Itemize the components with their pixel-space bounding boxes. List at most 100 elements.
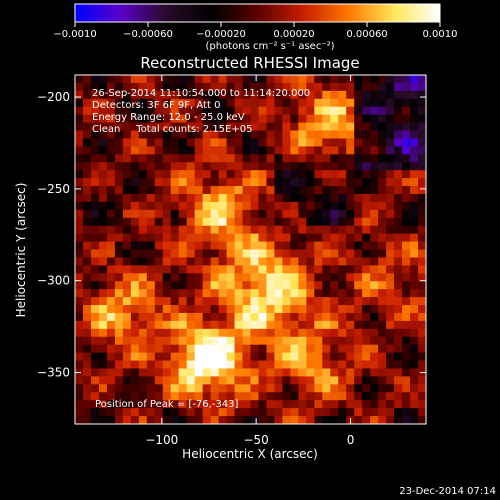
heatmap-cell (338, 257, 347, 266)
heatmap-cell (274, 281, 283, 290)
heatmap-cell (114, 201, 124, 211)
heatmap-cell (378, 75, 387, 84)
heatmap-cell (354, 265, 363, 274)
heatmap-cell (234, 368, 243, 377)
heatmap-cell (154, 328, 164, 338)
heatmap-cell (234, 98, 243, 108)
heatmap-cell (138, 265, 148, 274)
heatmap-cell (338, 138, 347, 147)
heatmap-cell (322, 193, 331, 203)
heatmap-cell (274, 400, 283, 409)
heatmap-cell (114, 265, 124, 274)
heatmap-cell (98, 408, 108, 417)
heatmap-cell (338, 312, 347, 322)
heatmap-cell (322, 384, 331, 393)
heatmap-cell (346, 162, 355, 171)
heatmap-cell (98, 368, 108, 377)
heatmap-cell (130, 257, 140, 266)
heatmap-cell (266, 178, 275, 187)
heatmap-cell (98, 154, 108, 163)
heatmap-cell (346, 233, 355, 242)
heatmap-cell (378, 90, 387, 100)
heatmap-cell (82, 400, 92, 409)
heatmap-cell (130, 106, 140, 116)
heatmap-cell (330, 122, 339, 131)
heatmap-cell (322, 98, 331, 108)
heatmap-cell (162, 98, 172, 108)
heatmap-cell (130, 178, 140, 187)
heatmap-cell (298, 360, 307, 369)
heatmap-cell (146, 82, 156, 92)
heatmap-cell (346, 154, 355, 163)
heatmap-cell (98, 289, 108, 298)
heatmap-cell (274, 138, 283, 147)
heatmap-cell (90, 154, 100, 163)
heatmap-cell (194, 400, 204, 409)
heatmap-cell (82, 360, 92, 369)
heatmap-cell (346, 217, 355, 227)
heatmap-cell (346, 336, 355, 346)
heatmap-cell (418, 106, 426, 116)
heatmap-cell (234, 312, 243, 322)
heatmap-cell (370, 170, 379, 179)
heatmap-cell (418, 297, 426, 306)
heatmap-cell (186, 138, 196, 147)
heatmap-cell (146, 170, 156, 179)
heatmap-cell (130, 138, 140, 147)
heatmap-cell (402, 328, 411, 338)
heatmap-cell (130, 90, 140, 100)
heatmap-cell (178, 273, 188, 282)
heatmap-cell (226, 138, 235, 147)
heatmap-cell (250, 162, 259, 171)
heatmap-cell (210, 154, 219, 163)
heatmap-cell (282, 138, 291, 147)
heatmap-cell (394, 178, 403, 187)
heatmap-cell (218, 130, 227, 139)
heatmap-cell (354, 273, 363, 282)
heatmap-cell (258, 146, 267, 155)
heatmap-cell (282, 130, 291, 139)
heatmap-cell (338, 352, 347, 361)
heatmap-cell (82, 384, 92, 393)
heatmap-cell (346, 257, 355, 266)
heatmap-cell (418, 328, 426, 338)
heatmap-cell (234, 352, 243, 361)
heatmap-cell (82, 217, 92, 227)
heatmap-cell (146, 201, 156, 211)
heatmap-cell (394, 130, 403, 139)
heatmap-cell (186, 170, 196, 179)
heatmap-cell (75, 154, 84, 163)
heatmap-cell (75, 90, 84, 100)
heatmap-cell (394, 241, 403, 250)
heatmap-cell (290, 90, 299, 100)
heatmap-cell (146, 328, 156, 338)
heatmap-cell (98, 265, 108, 274)
heatmap-cell (282, 408, 291, 417)
heatmap-cell (146, 305, 156, 314)
heatmap-cell (250, 344, 259, 354)
heatmap-cell (250, 368, 259, 377)
heatmap-cell (194, 360, 204, 369)
heatmap-cell (82, 305, 92, 314)
heatmap-cell (234, 186, 243, 195)
heatmap-cell (106, 376, 116, 385)
heatmap-cell (226, 170, 235, 179)
heatmap-cell (106, 217, 116, 227)
heatmap-cell (130, 376, 140, 385)
heatmap-cell (82, 201, 92, 211)
heatmap-cell (274, 241, 283, 250)
heatmap-cell (154, 225, 164, 235)
heatmap-cell (282, 344, 291, 354)
heatmap-cell (402, 82, 411, 92)
heatmap-cell (130, 249, 140, 258)
heatmap-cell (362, 114, 371, 123)
heatmap-cell (154, 257, 164, 266)
heatmap-cell (114, 305, 124, 314)
heatmap-cell (202, 408, 212, 417)
heatmap-cell (386, 392, 395, 401)
heatmap-cell (75, 98, 84, 108)
heatmap-cell (226, 82, 235, 92)
heatmap-cell (114, 400, 124, 409)
heatmap-cell (218, 90, 227, 100)
heatmap-cell (370, 193, 379, 203)
